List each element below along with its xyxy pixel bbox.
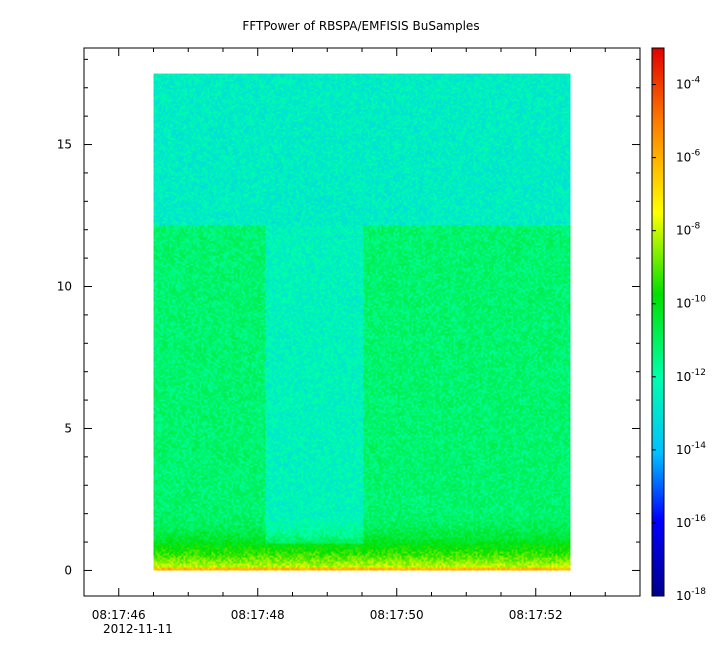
colorbar-tick-exponent: -16 (691, 514, 706, 524)
colorbar-tick-exponent: -18 (691, 587, 706, 597)
colorbar-tick-base: 10 (676, 151, 691, 165)
x-tick-label: 08:17:48 (231, 608, 285, 622)
colorbar-tick-exponent: -14 (691, 441, 706, 451)
colorbar-tick-base: 10 (676, 370, 691, 384)
colorbar-tick-base: 10 (676, 78, 691, 92)
x-axis-date-label: 2012-11-11 (103, 622, 173, 636)
colorbar-tick-label: 10-16 (676, 514, 706, 530)
x-axis: 08:17:46 08:17:48 08:17:50 08:17:52 (83, 48, 641, 622)
y-tick-label: 10 (57, 280, 72, 294)
y-tick-label: 0 (64, 563, 72, 577)
colorbar-tick-base: 10 (676, 443, 691, 457)
chart-title: FFTPower of RBSPA/EMFISIS BuSamples (242, 19, 479, 33)
colorbar-tick-label: 10-4 (676, 76, 701, 92)
colorbar-tick-label: 10-14 (676, 441, 706, 457)
x-tick-label: 08:17:50 (370, 608, 424, 622)
colorbar-tick-label: 10-6 (676, 149, 701, 165)
colorbar-tick-base: 10 (676, 516, 691, 530)
colorbar-tick-exponent: -12 (691, 368, 706, 378)
colorbar-tick-exponent: -10 (691, 295, 706, 305)
colorbar-tick-exponent: -6 (691, 149, 700, 159)
y-tick-label: 5 (64, 421, 72, 435)
colorbar-tick-base: 10 (676, 589, 691, 603)
colorbar (651, 47, 665, 597)
spectrogram-image (153, 73, 571, 571)
y-axis: 0 5 10 15 (57, 58, 640, 577)
colorbar-tick-exponent: -8 (691, 222, 700, 232)
colorbar-tick-base: 10 (676, 297, 691, 311)
colorbar-tick-label: 10-10 (676, 295, 706, 311)
colorbar-tick-label: 10-8 (676, 222, 701, 238)
x-tick-label: 08:17:46 (92, 608, 146, 622)
colorbar-tick-label: 10-12 (676, 368, 706, 384)
y-tick-label: 15 (57, 138, 72, 152)
colorbar-tick-label: 10-18 (676, 587, 706, 603)
x-tick-label: 08:17:52 (509, 608, 563, 622)
colorbar-tick-exponent: -4 (691, 76, 700, 86)
colorbar-tick-base: 10 (676, 224, 691, 238)
